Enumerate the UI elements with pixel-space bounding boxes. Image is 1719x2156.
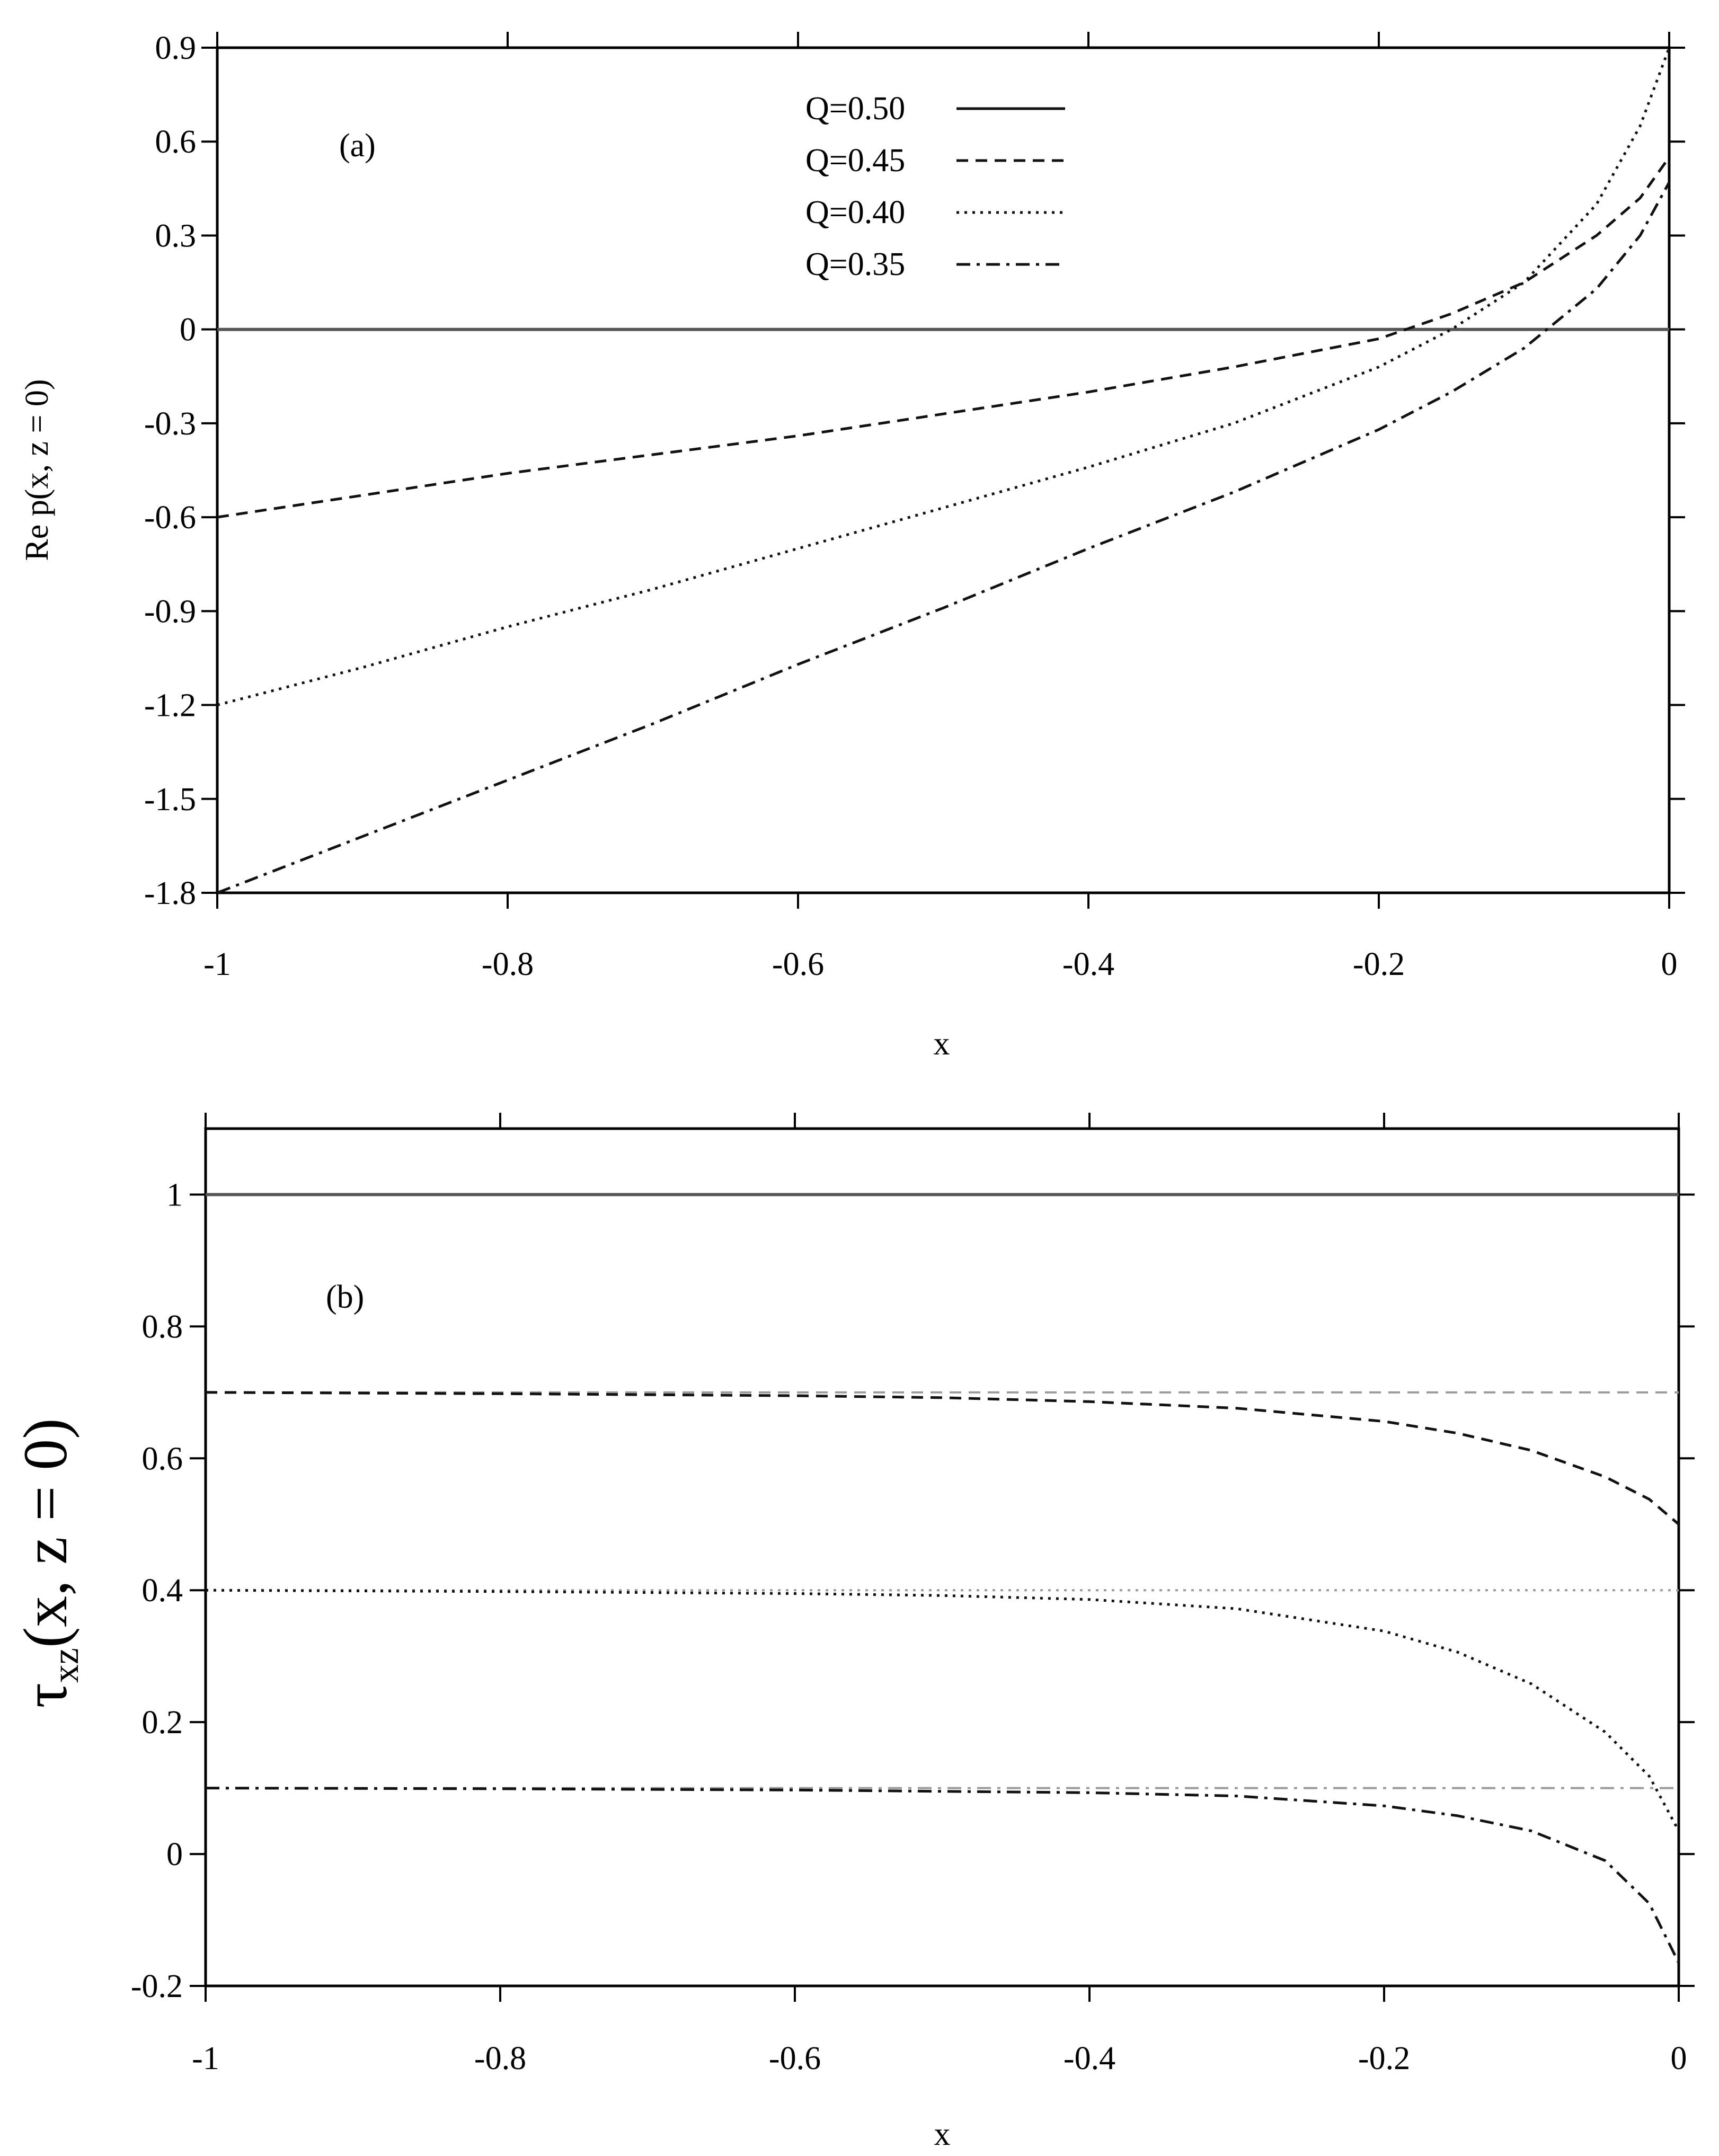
legend-label: Q=0.45 [805, 143, 905, 179]
y-tick-label: -0.2 [131, 1968, 183, 2004]
x-axis-title-a: x [934, 1026, 950, 1062]
x-tick-label: -0.6 [769, 2040, 821, 2077]
x-axis-title-b: x [934, 2116, 951, 2152]
y-tick-label: 0 [166, 1836, 183, 1873]
panel-b: -1 -0.8 -0.6 -0.4 -0.2 0 -0.2 0 0.2 0.4 0.6 0.8 1 (b… [11, 1113, 1695, 2152]
y-tick-label: -0.9 [144, 593, 196, 629]
y-tick-label: -0.3 [144, 406, 196, 442]
y-tick-label: -1.2 [144, 688, 196, 724]
x-tick-label: -0.6 [772, 946, 824, 982]
y-tick-label: 0.6 [142, 1441, 183, 1477]
x-tick-label: -0.8 [482, 946, 534, 982]
plot-frame-a [216, 46, 1671, 894]
legend-label: Q=0.35 [805, 246, 905, 282]
x-tick-label: -1 [203, 946, 231, 982]
y-tick-label: 0.4 [142, 1573, 183, 1609]
x-tick-label: -0.2 [1358, 2040, 1410, 2077]
y-tick-label: 0.8 [142, 1309, 183, 1345]
y-tick-label: 0.9 [155, 30, 197, 66]
x-tick-label: -0.4 [1062, 946, 1114, 982]
series-line-035 [217, 181, 1671, 894]
axis-ticks-a: -1 -0.8 -0.6 -0.4 -0.2 0 -1.8 -1.5 -1.2 -0.9 -0.6 -… [144, 30, 1685, 982]
x-tick-label: 0 [1661, 946, 1678, 982]
x-tick-label: 0 [1671, 2040, 1687, 2077]
y-tick-label: 0.3 [155, 218, 197, 254]
y-tick-label: 0.6 [155, 124, 197, 160]
x-tick-label: -0.2 [1353, 946, 1405, 982]
x-tick-label: -1 [192, 2040, 219, 2077]
series-group-a [217, 47, 1671, 894]
y-tick-label: 1 [166, 1177, 183, 1213]
y-tick-label: -1.5 [144, 782, 196, 818]
panel-label-a: (a) [339, 128, 376, 164]
x-tick-label: -0.8 [474, 2040, 526, 2077]
reference-lines-b [206, 1391, 1679, 1789]
plot-frame-b [204, 1127, 1680, 1988]
series-line-040 [205, 1589, 1680, 1832]
axis-ticks-b: -1 -0.8 -0.6 -0.4 -0.2 0 -0.2 0 0.2 0.4 0.6 0.8 1 [131, 1113, 1695, 2077]
y-axis-title-b-subscript: xz [46, 1648, 86, 1683]
y-axis-title-b-symbol: τ [11, 1683, 80, 1708]
y-tick-label: 0.2 [142, 1705, 183, 1741]
series-line-040 [217, 47, 1671, 707]
series-line-045 [205, 1391, 1680, 1525]
series-line-045 [217, 156, 1671, 519]
legend-a: Q=0.50 Q=0.45 Q=0.40 Q=0.35 [805, 91, 1065, 282]
y-axis-title-b-suffix: (x, z = 0) [11, 1418, 80, 1648]
y-axis-title-a: Re p(x, z = 0) [19, 379, 55, 561]
series-group-b [205, 1193, 1680, 1964]
y-tick-label: 0 [180, 312, 196, 348]
series-line-035 [205, 1787, 1680, 1964]
x-tick-label: -0.4 [1064, 2040, 1115, 2077]
legend-label: Q=0.40 [805, 194, 905, 230]
panel-a: -1 -0.8 -0.6 -0.4 -0.2 0 -1.8 -1.5 -1.2 -0.9 -0.6 -… [19, 30, 1685, 1062]
legend-label: Q=0.50 [805, 91, 905, 127]
y-tick-label: -0.6 [144, 500, 196, 536]
y-tick-label: -1.8 [144, 875, 196, 911]
y-axis-title-b: τxz(x, z = 0) [11, 1418, 86, 1708]
panel-label-b: (b) [326, 1279, 364, 1315]
